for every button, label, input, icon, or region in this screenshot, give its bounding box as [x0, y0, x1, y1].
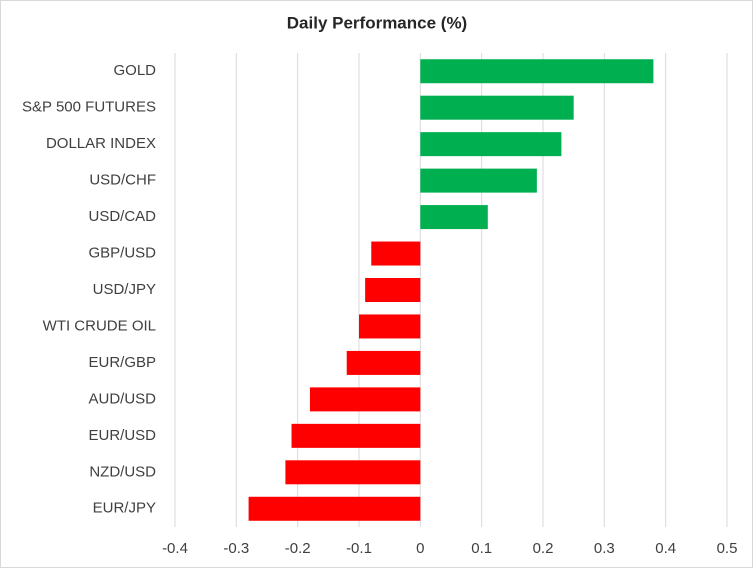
x-tick-label: 0.1	[471, 540, 492, 557]
y-tick-label: EUR/USD	[88, 427, 156, 444]
bar	[420, 168, 537, 193]
y-tick-label: USD/JPY	[93, 281, 156, 298]
bar	[420, 95, 574, 120]
x-tick-label: -0.1	[346, 540, 372, 557]
x-tick-label: 0.5	[717, 540, 738, 557]
y-tick-label: GBP/USD	[88, 245, 156, 262]
y-tick-label: EUR/JPY	[93, 500, 156, 517]
y-tick-label: S&P 500 FUTURES	[22, 99, 156, 116]
y-tick-label: USD/CHF	[89, 172, 156, 189]
y-tick-label: USD/CAD	[88, 208, 156, 225]
bar	[285, 460, 421, 485]
x-tick-label: -0.2	[285, 540, 311, 557]
bar	[309, 387, 421, 412]
bar	[420, 59, 654, 84]
bar	[248, 496, 421, 521]
x-tick-label: 0.4	[655, 540, 676, 557]
x-tick-label: 0.3	[594, 540, 615, 557]
bar	[420, 132, 562, 157]
y-tick-label: NZD/USD	[89, 463, 156, 480]
x-tick-label: -0.3	[223, 540, 249, 557]
x-tick-label: -0.4	[162, 540, 188, 557]
bar	[420, 205, 488, 230]
y-tick-label: GOLD	[113, 62, 156, 79]
bar	[359, 314, 421, 339]
bar	[346, 350, 421, 375]
y-tick-label: AUD/USD	[88, 390, 156, 407]
y-tick-label: DOLLAR INDEX	[46, 135, 156, 152]
x-tick-label: 0	[416, 540, 424, 557]
chart-title: Daily Performance (%)	[287, 13, 467, 32]
bar	[291, 423, 421, 448]
bar	[371, 241, 421, 266]
x-tick-label: 0.2	[533, 540, 554, 557]
y-tick-label: EUR/GBP	[88, 354, 156, 371]
bar	[365, 278, 421, 302]
y-tick-label: WTI CRUDE OIL	[43, 317, 156, 334]
